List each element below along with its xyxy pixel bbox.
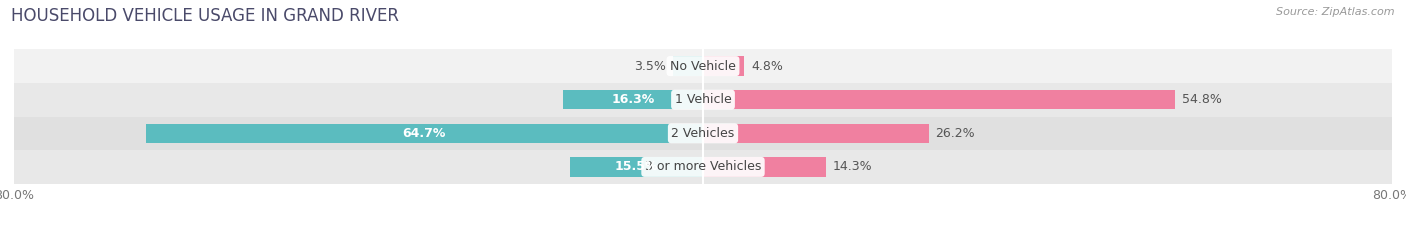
Bar (146, 123, 703, 143)
Text: 4.8%: 4.8% (751, 60, 783, 73)
Bar (703, 157, 827, 177)
Text: 1 Vehicle: 1 Vehicle (675, 93, 731, 106)
Text: Source: ZipAtlas.com: Source: ZipAtlas.com (1277, 7, 1395, 17)
Bar (14, 83, 1392, 116)
Text: 54.8%: 54.8% (1182, 93, 1222, 106)
Bar (703, 90, 1175, 110)
Text: 14.3%: 14.3% (832, 160, 873, 173)
Text: 15.5%: 15.5% (614, 160, 658, 173)
Text: No Vehicle: No Vehicle (671, 60, 735, 73)
Text: 26.2%: 26.2% (935, 127, 976, 140)
Bar (703, 56, 744, 76)
Bar (14, 150, 1392, 184)
Text: HOUSEHOLD VEHICLE USAGE IN GRAND RIVER: HOUSEHOLD VEHICLE USAGE IN GRAND RIVER (11, 7, 399, 25)
Text: 3.5%: 3.5% (634, 60, 666, 73)
Bar (562, 90, 703, 110)
Text: 2 Vehicles: 2 Vehicles (672, 127, 734, 140)
Text: 3 or more Vehicles: 3 or more Vehicles (645, 160, 761, 173)
Bar (14, 116, 1392, 150)
Text: 16.3%: 16.3% (612, 93, 654, 106)
Bar (703, 123, 928, 143)
Text: 64.7%: 64.7% (402, 127, 446, 140)
Bar (569, 157, 703, 177)
Bar (673, 56, 703, 76)
Bar (14, 49, 1392, 83)
